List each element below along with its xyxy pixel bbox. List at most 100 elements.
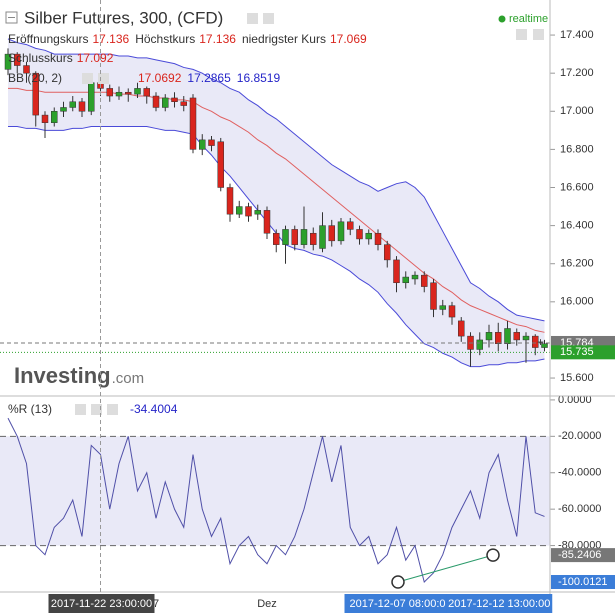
x-tick-label: 2017-12-07 08:00:0: [349, 598, 445, 610]
candle-body: [541, 343, 548, 348]
indicator-name: BB (20, 2): [8, 71, 62, 85]
candle-body: [356, 229, 363, 240]
y-tick-label: 16.200: [560, 258, 594, 270]
candle-body: [4, 53, 12, 70]
y-tick-label: 15.600: [560, 372, 594, 384]
oscillator-panel: 0.0000-20.0000-40.0000-60.0000-80.0000-8…: [0, 394, 615, 590]
scroll-icon[interactable]: [516, 29, 527, 40]
candle-body: [51, 111, 58, 123]
y-tick-label: -40.0000: [558, 467, 601, 479]
candle-body: [245, 206, 252, 217]
y-tick-label: 17.000: [560, 105, 594, 117]
candle-body: [217, 141, 224, 188]
candle-body: [23, 65, 30, 74]
trend-handle: [391, 575, 405, 589]
indicator-value: -34.4004: [130, 402, 178, 416]
ohlc-name: Höchstkurs: [135, 32, 195, 46]
settings-icon: [82, 73, 93, 84]
candle-body: [263, 210, 271, 234]
candle-body: [282, 229, 289, 245]
ohlc-value: 17.069: [330, 32, 367, 46]
ohlc-value: 17.136: [199, 32, 236, 46]
line: [7, 417, 545, 583]
scroll-icon[interactable]: [533, 29, 544, 40]
candle-body: [439, 305, 446, 310]
candle-body: [421, 274, 428, 287]
chart-title: Silber Futures, 300, (CFD): [24, 8, 223, 27]
candle-body: [115, 91, 123, 97]
candle-body: [291, 229, 298, 245]
candle-body: [125, 91, 132, 95]
indicator-value: 17.0692: [138, 71, 182, 85]
indicator-value: 16.8519: [237, 71, 281, 85]
candle-body: [310, 232, 317, 245]
watermark: .com: [112, 370, 145, 387]
candle-body: [504, 328, 511, 344]
candle-body: [78, 101, 86, 112]
settings-icon: [91, 404, 102, 415]
candle-body: [476, 339, 483, 350]
collapse-icon[interactable]: [5, 11, 18, 24]
candle-body: [134, 88, 141, 95]
realtime-dot: [498, 15, 506, 23]
x-tick-label: 2017-11-22 23:00:00: [51, 598, 152, 610]
candle-body: [319, 225, 326, 249]
candle-body: [402, 276, 409, 284]
value-label: -85.2406: [558, 549, 601, 561]
candle-body: [152, 95, 160, 108]
y-tick-label: 16.800: [560, 143, 594, 155]
candle-body: [522, 335, 530, 341]
candle-body: [226, 187, 234, 215]
x-tick-label: 7: [153, 598, 159, 610]
x-label-box: [344, 594, 451, 613]
band-line: [7, 38, 545, 322]
price-label: 15.735: [560, 346, 594, 358]
candle-body: [88, 82, 95, 112]
candle-body: [14, 53, 21, 66]
candle-body: [300, 229, 308, 245]
watermark: Investing: [14, 363, 111, 388]
candle-body: [513, 332, 520, 341]
candle-body: [365, 232, 372, 240]
trend-handle: [486, 548, 500, 562]
realtime-badge: realtime: [509, 13, 548, 25]
y-tick-label: -60.0000: [558, 503, 601, 515]
candle-body: [485, 332, 493, 341]
price-box: [551, 345, 615, 360]
x-tick-label: 2017-12-12 13:00:00: [448, 598, 550, 610]
ohlc-value: 17.136: [93, 32, 130, 46]
candle-body: [106, 88, 113, 97]
candle-body: [254, 210, 261, 215]
value-label: -100.0121: [558, 576, 608, 588]
candle-body: [171, 97, 178, 103]
candle-body: [60, 107, 67, 112]
candle-body: [162, 97, 169, 108]
y-tick-label: 16.400: [560, 220, 594, 232]
candle-body: [393, 259, 400, 284]
candle-body: [430, 282, 437, 310]
ohlc-name: Eröffnungskurs: [8, 32, 89, 46]
candle-body: [189, 97, 197, 150]
candle-body: [208, 139, 215, 146]
settings-icon[interactable]: [247, 13, 258, 24]
x-label-box: [48, 594, 155, 613]
candle-body: [199, 139, 206, 150]
price-panel: 17.400 17.200 17.000 16.800 16.600 16.400 16.2…: [0, 29, 615, 388]
band-line: [8, 87, 545, 333]
y-tick-label: 16.600: [560, 181, 594, 193]
add-button[interactable]: +: [537, 335, 544, 349]
y-tick-label: 17.400: [560, 29, 594, 41]
y-tick-label: 17.200: [560, 67, 594, 79]
y-tick-label: -20.0000: [558, 430, 601, 442]
ohlc-name: Schlusskurs: [8, 51, 73, 65]
candle-body: [495, 332, 502, 344]
ohlc-name: niedrigster Kurs: [242, 32, 326, 46]
candle-body: [532, 335, 539, 348]
y-tick-label: 16.000: [560, 296, 594, 308]
settings-icon[interactable]: [263, 13, 274, 24]
candle-body: [236, 206, 243, 215]
candle-body: [411, 274, 419, 280]
indicator-value: 17.2865: [187, 71, 231, 85]
